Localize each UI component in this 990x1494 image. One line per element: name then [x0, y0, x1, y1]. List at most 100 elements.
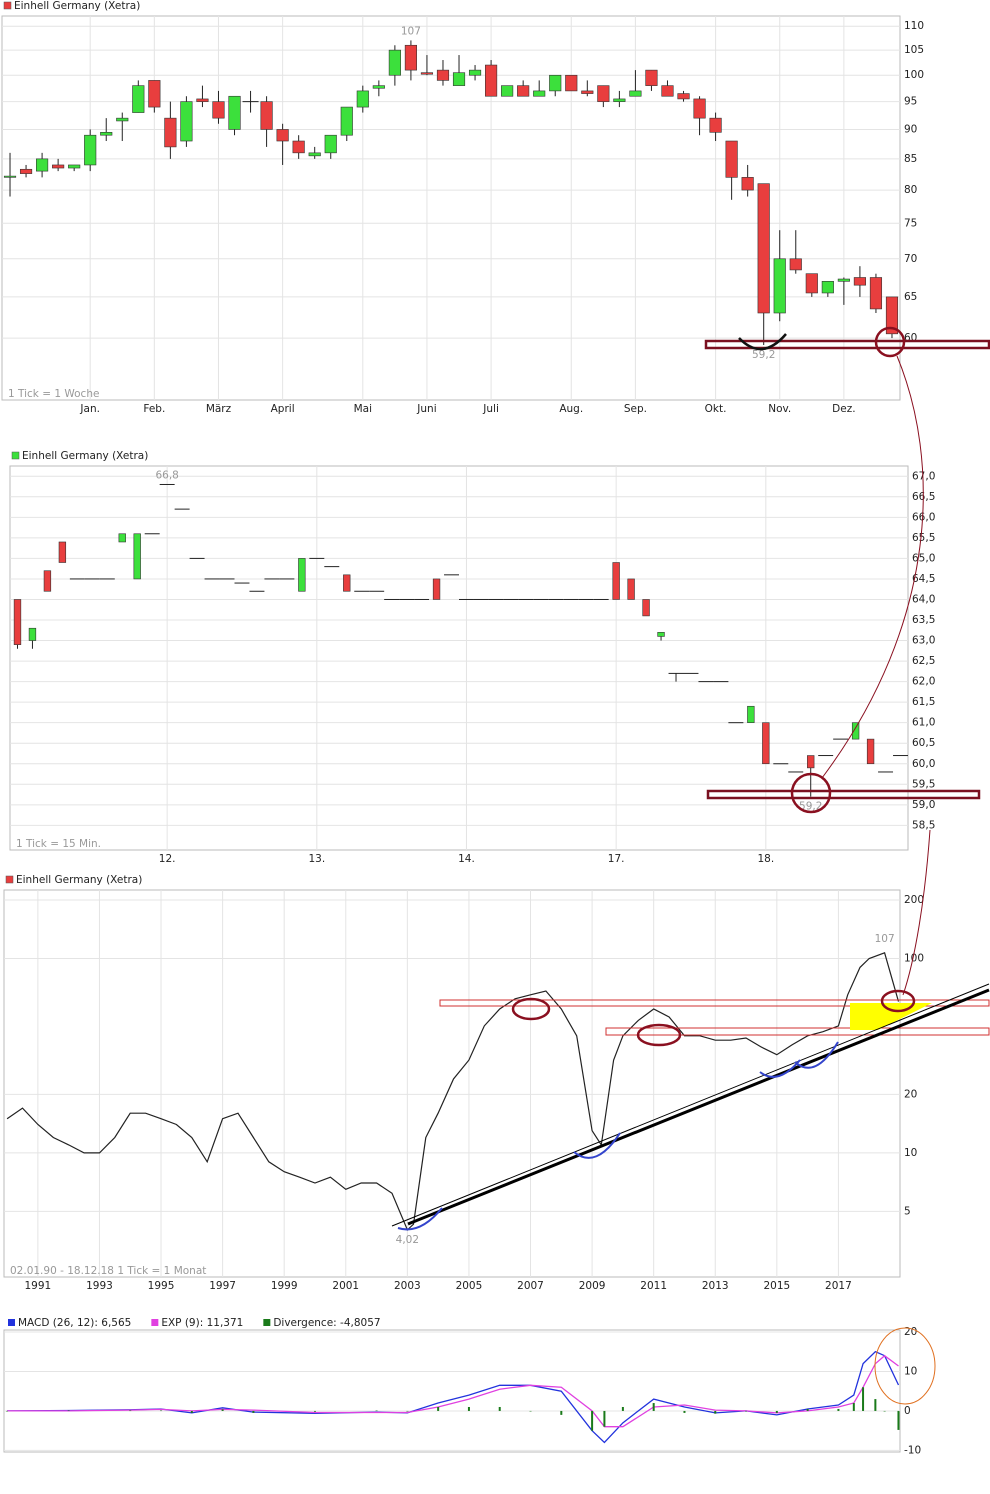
divergence-bar	[498, 1406, 501, 1411]
panel-title: Einhell Germany (Xetra)	[14, 0, 140, 12]
legend-label: EXP (9): 11,371	[161, 1317, 243, 1329]
divergence-bar	[467, 1406, 470, 1411]
ellipse-marker	[511, 997, 551, 1021]
y-tick-label: 67,0	[912, 470, 935, 482]
y-tick-label: 64,5	[912, 573, 935, 585]
y-tick-label: 20	[904, 1088, 917, 1100]
divergence-bar	[806, 1408, 809, 1411]
candle-body	[116, 117, 129, 122]
y-tick-label: 95	[904, 96, 917, 108]
candle-body	[597, 85, 610, 102]
y-tick-label: 62,0	[912, 676, 935, 688]
legend-label: Divergence: -4,8057	[273, 1317, 380, 1329]
candle-body	[180, 101, 193, 142]
candle-body	[807, 755, 815, 769]
x-tick-label: 1993	[86, 1280, 113, 1292]
candle-body	[485, 64, 498, 97]
y-tick-label: 62,5	[912, 655, 935, 667]
candle-body	[343, 574, 351, 592]
x-tick-label: Aug.	[559, 403, 583, 415]
y-tick-label: 59,5	[912, 778, 935, 790]
trend-line	[391, 983, 990, 1227]
candle-body	[308, 152, 321, 157]
divergence-bar	[406, 1410, 409, 1412]
candle-body	[84, 134, 97, 166]
candle-body	[709, 117, 722, 133]
x-tick-label: 14.	[458, 853, 475, 865]
support-band	[706, 789, 981, 800]
ellipse-marker	[880, 989, 916, 1013]
divergence-bar	[883, 1410, 886, 1412]
divergence-bar	[529, 1410, 532, 1412]
candle-body	[36, 158, 49, 172]
x-tick-label: 1997	[209, 1280, 236, 1292]
support-band	[704, 339, 990, 350]
y-tick-label: 200	[904, 894, 924, 906]
x-tick-label: Juni	[416, 403, 436, 415]
x-tick-label: Nov.	[768, 403, 791, 415]
y-tick-label: 61,0	[912, 717, 935, 729]
legend-label: MACD (26, 12): 6,565	[18, 1317, 131, 1329]
candle-body	[645, 69, 658, 86]
highlight-area	[850, 1003, 932, 1030]
divergence-bar	[897, 1410, 900, 1430]
x-tick-label: 2015	[763, 1280, 790, 1292]
y-tick-label: 65,0	[912, 552, 935, 564]
candle-body	[164, 117, 177, 148]
x-tick-label: Jan.	[79, 403, 100, 415]
legend-swatch	[8, 1319, 15, 1326]
y-tick-label: 90	[904, 123, 917, 135]
y-tick-label: 59,0	[912, 799, 935, 811]
candle-body	[404, 44, 417, 71]
x-tick-label: 2007	[517, 1280, 544, 1292]
candle-body	[612, 562, 620, 600]
candle-body	[436, 69, 450, 81]
candle-body	[885, 296, 899, 335]
y-tick-label: 85	[904, 153, 917, 165]
divergence-bar	[603, 1410, 606, 1427]
candle-body	[228, 95, 241, 130]
y-tick-label: 70	[904, 253, 917, 265]
candle-body	[565, 74, 578, 92]
y-tick-label: 63,0	[912, 635, 935, 647]
divergence-bar	[221, 1409, 224, 1411]
plot-frame	[3, 1329, 901, 1453]
candle-body	[866, 738, 875, 765]
candle-body	[298, 558, 306, 592]
max-annotation: 66,8	[155, 469, 178, 481]
x-tick-label: 17.	[608, 853, 625, 865]
max-annotation: 107	[401, 25, 421, 37]
circle-marker	[790, 772, 832, 814]
x-tick-label: 1991	[25, 1280, 52, 1292]
trend-line	[407, 988, 990, 1226]
candle-body	[118, 533, 126, 543]
candle-body	[789, 258, 802, 271]
candle-body	[432, 578, 441, 600]
candle-body	[260, 101, 273, 130]
candle-body	[324, 134, 337, 154]
x-tick-label: 2005	[456, 1280, 483, 1292]
panel-title: Einhell Germany (Xetra)	[22, 450, 148, 462]
swing-arc	[794, 1041, 839, 1069]
panel-note: 1 Tick = 15 Min.	[16, 838, 101, 850]
divergence-bar	[852, 1403, 855, 1411]
divergence-bar	[6, 1410, 9, 1412]
x-tick-label: 1995	[148, 1280, 175, 1292]
x-tick-label: 13.	[308, 853, 325, 865]
candle-body	[28, 627, 37, 641]
candle-body	[741, 177, 754, 191]
divergence-bar	[160, 1410, 163, 1412]
y-tick-label: -10	[904, 1444, 921, 1456]
candle-body	[725, 140, 738, 178]
y-tick-label: 61,5	[912, 696, 935, 708]
candle-body	[212, 101, 225, 119]
divergence-bar	[621, 1406, 624, 1411]
candle-body	[292, 140, 305, 154]
candle-body	[517, 85, 530, 97]
divergence-bar	[775, 1410, 778, 1413]
candle-body	[869, 277, 883, 310]
divergence-bar	[862, 1387, 865, 1411]
candle-body	[420, 72, 434, 75]
candle-body	[100, 132, 113, 136]
candle-body	[452, 72, 466, 86]
